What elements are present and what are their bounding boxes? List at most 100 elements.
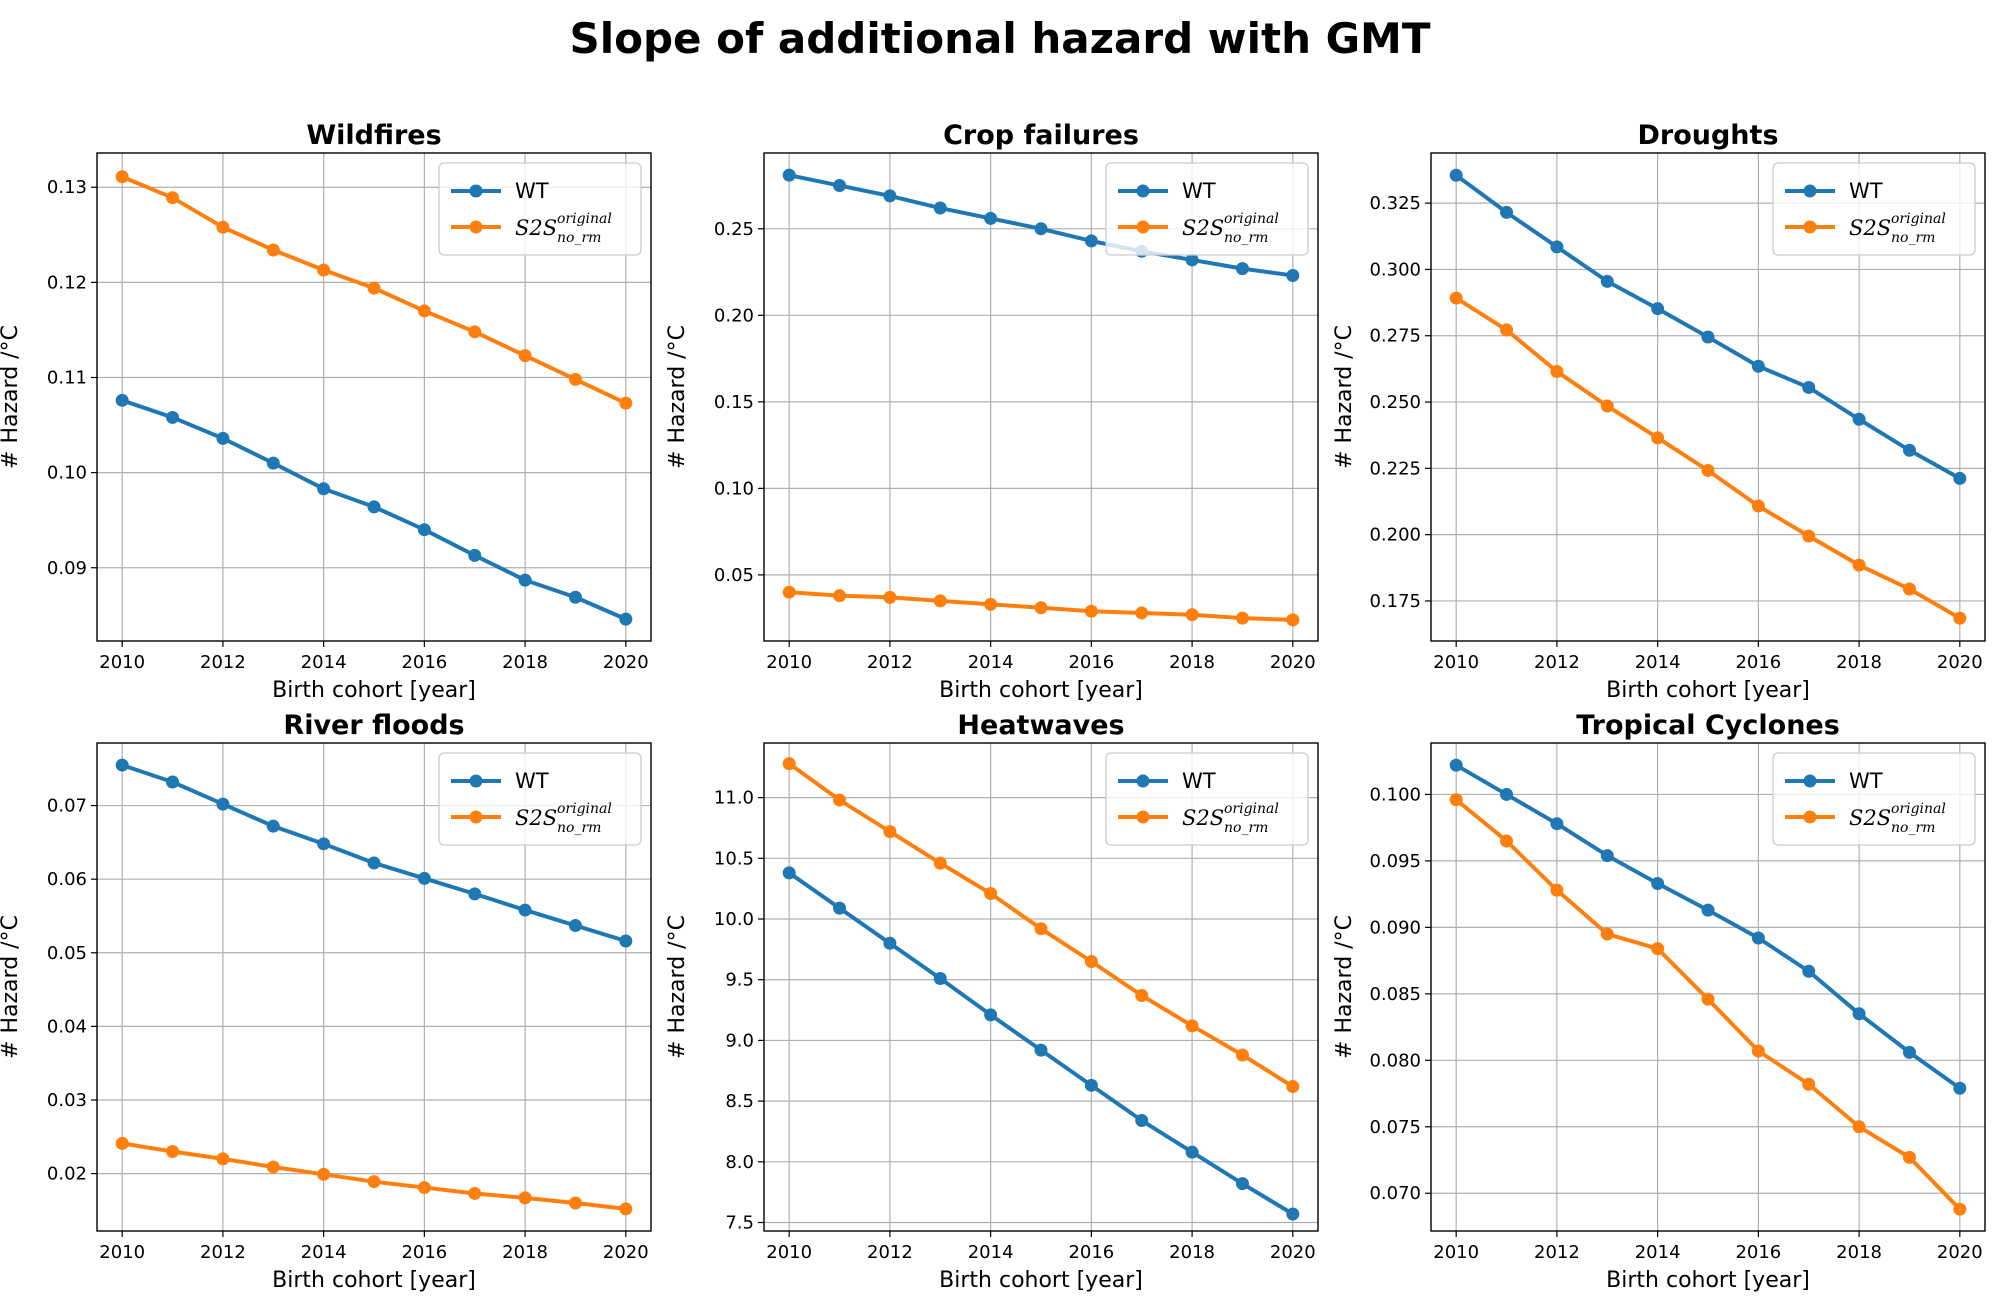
data-point-wt xyxy=(1600,849,1614,863)
legend-label-wt: WT xyxy=(515,179,549,203)
legend-marker-s2s xyxy=(469,220,483,234)
x-tick-label: 2014 xyxy=(1635,1242,1681,1263)
data-point-wt xyxy=(1449,168,1463,182)
y-axis-label: # Hazard /°C xyxy=(1332,915,1357,1059)
y-tick-label: 8.5 xyxy=(725,1091,754,1112)
data-point-wt xyxy=(1500,205,1514,219)
x-tick-label: 2018 xyxy=(502,1242,548,1263)
data-point-s2s xyxy=(1902,1150,1916,1164)
data-point-s2s xyxy=(1802,1077,1816,1091)
legend-marker-s2s xyxy=(1803,810,1817,824)
figure-suptitle: Slope of additional hazard with GMT xyxy=(569,14,1431,63)
y-tick-label: 8.0 xyxy=(725,1152,754,1173)
data-point-s2s xyxy=(216,220,230,234)
legend-label-s2s: S2S original no_rm xyxy=(1849,801,1946,836)
data-point-wt xyxy=(1751,359,1765,373)
chart-panel-1: 2010 2012 2014 2016 2018 2020 0.05 0.10 0.15 0.20… xyxy=(665,120,1319,703)
data-point-wt xyxy=(518,903,532,917)
x-axis-label: Birth cohort [year] xyxy=(272,678,476,703)
legend-label-wt: WT xyxy=(1849,179,1883,203)
data-point-s2s xyxy=(1449,793,1463,807)
data-point-wt xyxy=(1751,931,1765,945)
data-point-wt xyxy=(1084,1078,1098,1092)
x-tick-label: 2020 xyxy=(1270,652,1316,673)
x-tick-label: 2020 xyxy=(1270,1242,1316,1263)
data-point-wt xyxy=(1902,1045,1916,1059)
x-tick-label: 2012 xyxy=(867,1242,913,1263)
data-point-wt xyxy=(1185,1145,1199,1159)
axes-frame xyxy=(763,742,1319,1232)
x-tick-label: 2018 xyxy=(1169,652,1215,673)
data-point-s2s xyxy=(984,597,998,611)
data-point-s2s xyxy=(933,856,947,870)
data-point-wt xyxy=(883,189,897,203)
data-point-wt xyxy=(1852,412,1866,426)
data-point-wt xyxy=(216,431,230,445)
data-point-wt xyxy=(367,856,381,870)
data-point-s2s xyxy=(1034,922,1048,936)
data-point-s2s xyxy=(216,1152,230,1166)
y-tick-label: 0.080 xyxy=(1369,1050,1421,1071)
y-tick-label: 0.225 xyxy=(1369,458,1421,479)
legend-box xyxy=(1105,752,1309,846)
data-point-s2s xyxy=(1500,323,1514,337)
y-tick-label: 0.090 xyxy=(1369,917,1421,938)
data-point-wt xyxy=(1953,1081,1967,1095)
data-point-wt xyxy=(782,168,796,182)
data-point-s2s xyxy=(883,590,897,604)
y-tick-label: 0.250 xyxy=(1369,392,1421,413)
legend-label-s2s-superscript: original xyxy=(1224,801,1279,817)
x-tick-label: 2010 xyxy=(766,652,812,673)
x-tick-label: 2012 xyxy=(1534,652,1580,673)
legend-label-s2s-base: S2S xyxy=(1849,806,1891,830)
data-point-s2s xyxy=(1802,529,1816,543)
x-tick-label: 2020 xyxy=(1937,652,1983,673)
legend-label-s2s-subscript: no_rm xyxy=(557,230,601,246)
data-point-s2s xyxy=(1852,1120,1866,1134)
legend-label-s2s-base: S2S xyxy=(1182,216,1224,240)
x-tick-label: 2012 xyxy=(1534,1242,1580,1263)
data-point-s2s xyxy=(1751,499,1765,513)
data-point-wt xyxy=(782,866,796,880)
legend-box xyxy=(438,162,642,256)
data-point-s2s xyxy=(1084,604,1098,618)
data-point-s2s xyxy=(782,757,796,771)
y-tick-label: 0.12 xyxy=(47,272,87,293)
data-point-wt xyxy=(216,797,230,811)
x-tick-label: 2016 xyxy=(1735,1242,1781,1263)
legend-label-s2s: S2S original no_rm xyxy=(1849,211,1946,246)
y-tick-label: 11.0 xyxy=(714,788,754,809)
data-point-s2s xyxy=(1449,291,1463,305)
legend-box xyxy=(438,752,642,846)
y-tick-label: 0.085 xyxy=(1369,984,1421,1005)
x-tick-label: 2014 xyxy=(301,1242,347,1263)
data-point-s2s xyxy=(1902,582,1916,596)
data-point-wt xyxy=(367,500,381,514)
legend-label-s2s-subscript: no_rm xyxy=(1891,230,1935,246)
axes-frame xyxy=(96,152,652,642)
data-point-wt xyxy=(317,482,331,496)
legend-label-s2s-superscript: original xyxy=(1891,211,1946,227)
y-axis-label: # Hazard /°C xyxy=(665,325,690,469)
data-point-wt xyxy=(115,393,129,407)
data-point-wt xyxy=(1902,443,1916,457)
data-point-wt xyxy=(266,819,280,833)
series-line-s2s xyxy=(1455,296,1961,620)
x-tick-label: 2010 xyxy=(1433,1242,1479,1263)
y-tick-label: 9.5 xyxy=(725,970,754,991)
chart-panel-5: 2010 2012 2014 2016 2018 2020 0.070 0.075 0.080 0… xyxy=(1332,710,1986,1293)
data-point-wt xyxy=(1701,330,1715,344)
x-tick-label: 2012 xyxy=(200,1242,246,1263)
chart-panel-2: 2010 2012 2014 2016 2018 2020 0.175 0.200 0.225 0… xyxy=(1332,120,1986,703)
data-point-wt xyxy=(166,775,180,789)
x-tick-label: 2010 xyxy=(1433,652,1479,673)
data-point-s2s xyxy=(166,1145,180,1159)
data-point-wt xyxy=(833,901,847,915)
data-point-wt xyxy=(1034,1043,1048,1057)
x-axis-label: Birth cohort [year] xyxy=(1606,678,1810,703)
data-point-s2s xyxy=(833,793,847,807)
data-point-wt xyxy=(1185,253,1199,267)
data-point-wt xyxy=(619,612,633,626)
y-axis-label: # Hazard /°C xyxy=(0,325,23,469)
